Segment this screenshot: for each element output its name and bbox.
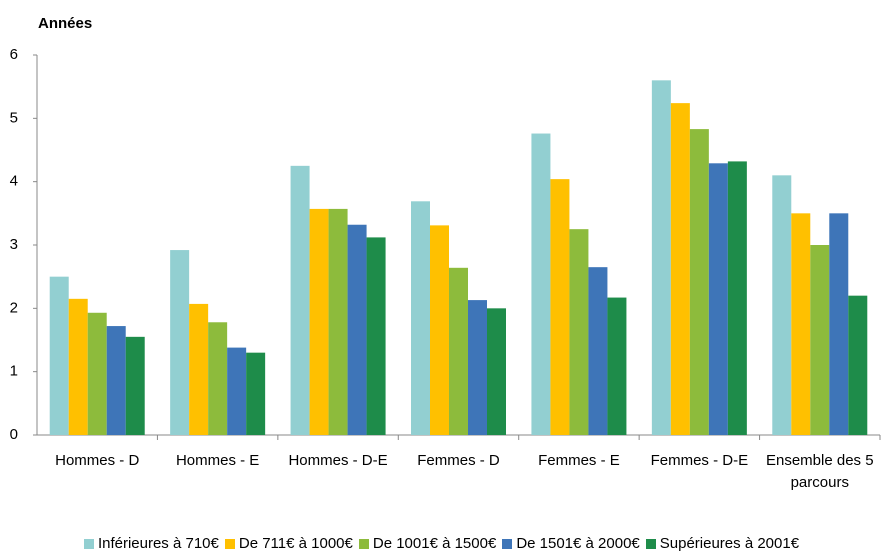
x-tick-label: Femmes - D-E [650, 452, 749, 469]
bar [106, 326, 126, 435]
bar [651, 80, 671, 435]
bar [727, 161, 747, 435]
bar [708, 163, 728, 436]
legend-swatch [502, 538, 513, 549]
y-tick-label: 6 [10, 46, 18, 63]
legend-label: De 711€ à 1000€ [238, 535, 353, 552]
y-tick-label: 1 [10, 363, 18, 380]
bar [531, 133, 551, 436]
x-tick-label: Femmes - D [417, 452, 500, 469]
legend-label: De 1501€ à 2000€ [516, 535, 640, 552]
bar [449, 267, 468, 435]
y-tick-label: 0 [10, 426, 18, 443]
bar [829, 213, 849, 435]
x-tick-label: Ensemble des 5 parcours [765, 452, 874, 491]
x-tick-label: Femmes - E [538, 452, 620, 469]
bar [810, 245, 830, 435]
bar [208, 322, 228, 435]
bar [328, 208, 348, 435]
legend-item: De 711€ à 1000€ [224, 535, 353, 552]
bar [68, 298, 88, 435]
legend-item: Supérieures à 2001€ [645, 535, 800, 552]
legend-label: Inférieures à 710€ [97, 535, 219, 552]
bar [607, 297, 627, 435]
legend-swatch [83, 538, 94, 549]
bar [227, 347, 247, 435]
bar [487, 308, 506, 435]
legend-label: Supérieures à 2001€ [659, 535, 800, 552]
bar [170, 250, 190, 435]
y-tick-label: 5 [10, 109, 18, 126]
legend-item: Inférieures à 710€ [83, 535, 219, 552]
legend-swatch [645, 538, 656, 549]
y-axis-label: Années [38, 15, 93, 32]
bar [689, 129, 709, 435]
bar [49, 276, 69, 435]
bar [411, 201, 430, 435]
x-tick-label: Hommes - D [55, 452, 140, 469]
x-tick-label: Hommes - E [175, 452, 260, 469]
bar [569, 229, 589, 435]
legend-swatch [358, 538, 369, 549]
legend-item: De 1501€ à 2000€ [502, 535, 640, 552]
bar [347, 224, 367, 435]
bar [848, 295, 868, 435]
bar [468, 300, 487, 435]
bar [670, 103, 690, 435]
x-tick-label: Hommes - D-E [288, 452, 388, 469]
bar [588, 267, 608, 435]
bar [290, 165, 310, 436]
y-tick-label: 4 [10, 173, 18, 190]
bar [246, 352, 266, 435]
bar [550, 179, 570, 435]
bar [791, 213, 811, 435]
bar [189, 303, 209, 435]
bar [772, 175, 792, 436]
y-tick-label: 2 [10, 299, 18, 316]
legend-swatch [224, 538, 235, 549]
legend-label: De 1001€ à 1500€ [372, 535, 497, 552]
bar [125, 336, 145, 435]
bar [430, 225, 449, 435]
bar [87, 312, 107, 435]
bar [309, 208, 329, 435]
legend: Inférieures à 710€ De 711€ à 1000€ De 1001… [0, 535, 883, 552]
legend-item: De 1001€ à 1500€ [358, 535, 497, 552]
bar [366, 237, 386, 435]
y-tick-label: 3 [10, 236, 18, 253]
